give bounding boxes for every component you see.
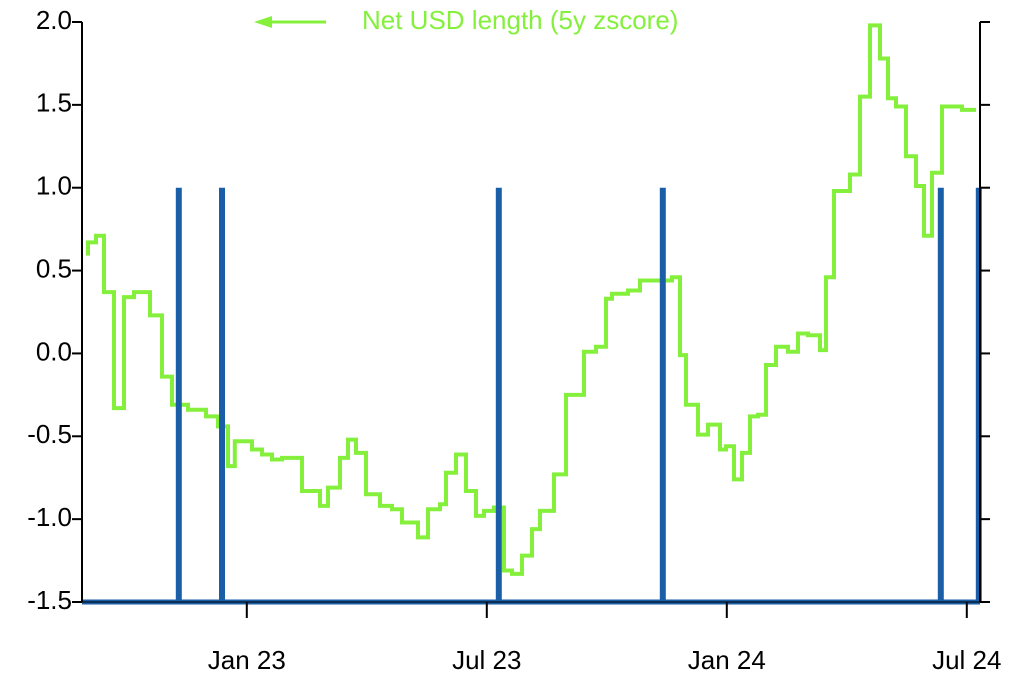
y-tick-label: 2.0	[36, 5, 72, 35]
x-tick-label: Jan 23	[208, 645, 286, 675]
x-tick-label: Jul 24	[932, 645, 1001, 675]
y-tick-label: 0.0	[36, 336, 72, 366]
y-tick-label: -0.5	[27, 419, 72, 449]
y-tick-label: 1.0	[36, 171, 72, 201]
y-tick-label: -1.0	[27, 502, 72, 532]
series-line	[86, 23, 976, 576]
x-tick-label: Jul 23	[452, 645, 521, 675]
legend-arrow	[254, 16, 272, 28]
legend-label: Net USD length (5y zscore)	[362, 5, 678, 35]
y-tick-label: 1.5	[36, 88, 72, 118]
y-tick-label: 0.5	[36, 253, 72, 283]
x-tick-label: Jan 24	[688, 645, 766, 675]
y-tick-label: -1.5	[27, 585, 72, 615]
